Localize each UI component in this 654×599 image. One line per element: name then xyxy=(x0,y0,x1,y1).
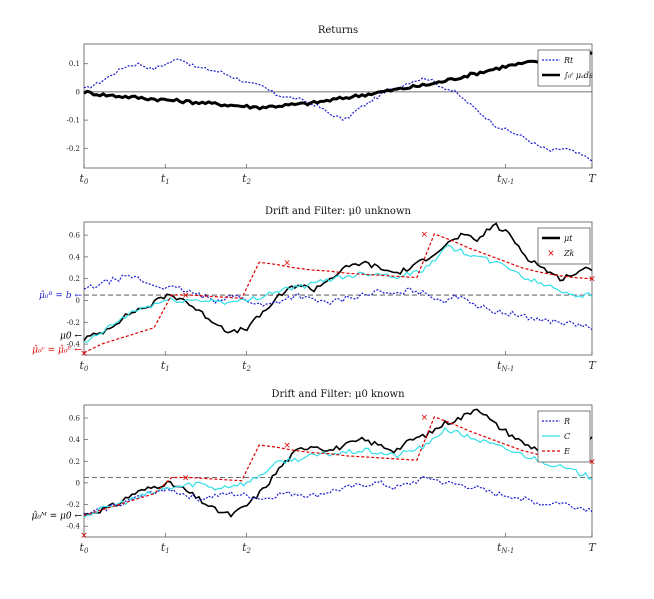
x-tick-label: t1 xyxy=(161,541,170,555)
y-tick-label: 0.4 xyxy=(69,253,81,261)
x-tick-label: t1 xyxy=(161,359,170,373)
series-line xyxy=(83,222,593,341)
x-tick-sub: 1 xyxy=(165,365,169,373)
chart-title: Drift and Filter: μ0 unknown xyxy=(265,206,411,217)
series-line xyxy=(83,426,593,518)
initial-value-annotation: μ0 ← xyxy=(60,331,82,341)
series-line xyxy=(83,408,593,518)
chart-title: Drift and Filter: μ0 known xyxy=(271,389,405,400)
x-tick-label: t1 xyxy=(161,172,170,186)
y-tick-label: -0.2 xyxy=(67,145,81,153)
returns-panel: Returns 0.1 0 -0.1 -0.2 t0 t1 t2 tN-1 T Rt ∫₀ᵗ μₛds xyxy=(67,25,598,186)
x-tick-label: t2 xyxy=(242,359,251,373)
observation-marker: × xyxy=(283,258,291,268)
y-tick-label: 0.2 xyxy=(69,458,80,466)
legend-label: Rt xyxy=(563,56,574,65)
legend-label: μt xyxy=(564,234,573,243)
y-tick-label: 0.2 xyxy=(69,275,80,283)
legend-label: R xyxy=(563,417,570,426)
series-line xyxy=(83,58,593,162)
x-tick-sub: 0 xyxy=(84,365,89,373)
observation-marker: × xyxy=(182,473,190,483)
x-tick-label: t2 xyxy=(242,541,251,555)
observation-marker: × xyxy=(421,230,429,240)
series-line xyxy=(83,274,593,331)
x-tick-sub: 2 xyxy=(246,178,252,186)
legend-label: ∫₀ᵗ μₛds xyxy=(564,71,593,80)
observation-marker: × xyxy=(588,275,596,285)
x-tick-sub: N-1 xyxy=(500,547,514,555)
observation-marker: × xyxy=(80,349,88,359)
y-tick-label: -0.4 xyxy=(67,341,81,349)
x-tick-sub: 1 xyxy=(165,178,169,186)
y-tick-label: -0.2 xyxy=(67,501,81,509)
initial-value-annotation: μ̂₀ᶜ = μ̂₀ᴱ ← xyxy=(32,345,82,356)
x-tick-sub: 1 xyxy=(165,547,169,555)
drift-known-panel: Drift and Filter: μ0 known 0.6 0.4 0.2 0 -0.2… xyxy=(31,389,597,555)
x-tick-sub: N-1 xyxy=(500,365,514,373)
observation-marker: × xyxy=(182,291,190,301)
x-tick-sub: 2 xyxy=(246,547,252,555)
legend-box xyxy=(537,227,591,265)
legend-label: Zk xyxy=(563,249,575,258)
y-tick-label: 0.6 xyxy=(69,414,81,422)
drift-unknown-panel: Drift and Filter: μ0 unknown 0.6 0.4 0.2 0 -0… xyxy=(32,206,597,373)
initial-value-annotation: μ̂₀ᴹ = μ0 ← xyxy=(31,510,82,521)
x-tick-label: T xyxy=(588,172,597,185)
legend-label: E xyxy=(563,447,570,456)
chart-title: Returns xyxy=(318,25,358,36)
observation-marker: × xyxy=(588,457,596,467)
legend-box xyxy=(537,49,591,87)
x-tick-label: t0 xyxy=(80,172,89,186)
x-tick-sub: N-1 xyxy=(500,178,514,186)
y-tick-label: -0.2 xyxy=(67,319,81,327)
plot-frame xyxy=(83,404,593,538)
x-tick-label: tN-1 xyxy=(497,359,514,373)
y-tick-label: 0 xyxy=(76,88,80,96)
legend-label: C xyxy=(564,432,570,441)
x-tick-sub: 2 xyxy=(246,365,252,373)
x-tick-label: tN-1 xyxy=(497,541,514,555)
x-tick-label: t2 xyxy=(242,172,251,186)
series-line xyxy=(83,416,593,516)
x-tick-label: tN-1 xyxy=(497,172,514,186)
x-tick-label: T xyxy=(588,359,597,372)
series-line xyxy=(83,475,593,516)
plot-frame xyxy=(83,43,593,169)
series-line xyxy=(83,233,593,354)
x-tick-label: T xyxy=(588,541,597,554)
y-tick-label: 0.4 xyxy=(69,436,81,444)
y-tick-label: 0.6 xyxy=(69,232,81,240)
observation-marker: × xyxy=(80,531,88,541)
y-tick-label: 0 xyxy=(76,297,80,305)
series-line xyxy=(83,244,593,343)
legend-marker: × xyxy=(547,249,555,259)
y-tick-label: -0.4 xyxy=(67,523,81,531)
y-tick-label: 0 xyxy=(76,479,80,487)
observation-marker: × xyxy=(421,413,429,423)
x-tick-label: t0 xyxy=(80,359,89,373)
x-tick-sub: 0 xyxy=(84,547,89,555)
plot-frame xyxy=(83,221,593,356)
observation-marker: × xyxy=(283,441,291,451)
series-line xyxy=(83,50,593,111)
x-tick-sub: 0 xyxy=(84,178,89,186)
y-tick-label: 0.1 xyxy=(69,60,80,68)
x-tick-label: t0 xyxy=(80,541,89,555)
y-tick-label: -0.1 xyxy=(67,117,81,125)
initial-value-annotation: μ̂₀ᴮ = b ← xyxy=(39,290,83,301)
